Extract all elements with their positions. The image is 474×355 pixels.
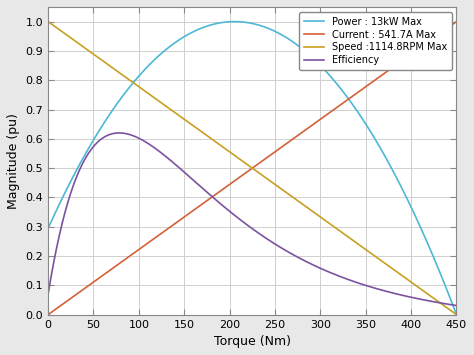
Line: Power : 13kW Max: Power : 13kW Max <box>48 22 456 315</box>
Efficiency <box>46 292 51 296</box>
Efficiency <box>454 304 459 308</box>
Current : 541.7A Max: (354, 0.787): 541.7A Max: (354, 0.787) <box>367 82 373 86</box>
Line: Efficiency: Efficiency <box>48 133 456 306</box>
Speed :1114.8RPM Max <box>367 250 373 255</box>
Power : 13kW Max: (207, 1): 13kW Max: (207, 1) <box>233 20 239 24</box>
Current : 541.7A Max: (207, 0.46): 541.7A Max: (207, 0.46) <box>233 178 239 182</box>
Speed :1114.8RPM Max <box>442 304 447 308</box>
Power : 13kW Max: (23, 0.443): 13kW Max: (23, 0.443) <box>66 182 72 187</box>
Current : 541.7A Max: (0, 0): 541.7A Max: (0, 0) <box>46 312 51 317</box>
Power : 13kW Max: (437, 0.102): 13kW Max: (437, 0.102) <box>442 283 447 287</box>
Power : 13kW Max: (206, 1): 13kW Max: (206, 1) <box>232 20 237 24</box>
Speed :1114.8RPM Max <box>442 304 447 308</box>
Current : 541.7A Max: (450, 1): 541.7A Max: (450, 1) <box>454 20 459 24</box>
Power : 13kW Max: (450, 0): 13kW Max: (450, 0) <box>454 312 459 317</box>
Current : 541.7A Max: (437, 0.97): 541.7A Max: (437, 0.97) <box>442 28 447 32</box>
Line: Current : 541.7A Max: Current : 541.7A Max <box>48 22 456 315</box>
Speed :1114.8RPM Max <box>244 162 249 166</box>
Current : 541.7A Max: (437, 0.971): 541.7A Max: (437, 0.971) <box>442 28 447 32</box>
Legend: Power : 13kW Max, Current : 541.7A Max, Speed :1114.8RPM Max, Efficiency: Power : 13kW Max, Current : 541.7A Max, … <box>300 12 452 70</box>
Power : 13kW Max: (437, 0.104): 13kW Max: (437, 0.104) <box>442 282 447 286</box>
Speed :1114.8RPM Max <box>66 34 72 39</box>
Y-axis label: Magnitude (pu): Magnitude (pu) <box>7 113 20 209</box>
Speed :1114.8RPM Max <box>46 20 51 24</box>
Speed :1114.8RPM Max <box>454 312 459 317</box>
Power : 13kW Max: (0, 0.294): 13kW Max: (0, 0.294) <box>46 226 51 230</box>
Current : 541.7A Max: (23, 0.051): 541.7A Max: (23, 0.051) <box>66 297 72 302</box>
Efficiency <box>367 285 373 289</box>
Speed :1114.8RPM Max <box>233 154 239 158</box>
Efficiency <box>442 301 447 306</box>
Power : 13kW Max: (355, 0.628): 13kW Max: (355, 0.628) <box>367 129 373 133</box>
Current : 541.7A Max: (219, 0.486): 541.7A Max: (219, 0.486) <box>244 170 249 174</box>
Efficiency <box>244 223 250 227</box>
Efficiency <box>66 197 72 201</box>
X-axis label: Torque (Nm): Torque (Nm) <box>214 335 291 348</box>
Efficiency <box>442 301 447 306</box>
Efficiency <box>233 214 239 219</box>
Power : 13kW Max: (219, 0.997): 13kW Max: (219, 0.997) <box>244 20 250 24</box>
Line: Speed :1114.8RPM Max: Speed :1114.8RPM Max <box>48 22 456 315</box>
Efficiency <box>116 131 122 135</box>
